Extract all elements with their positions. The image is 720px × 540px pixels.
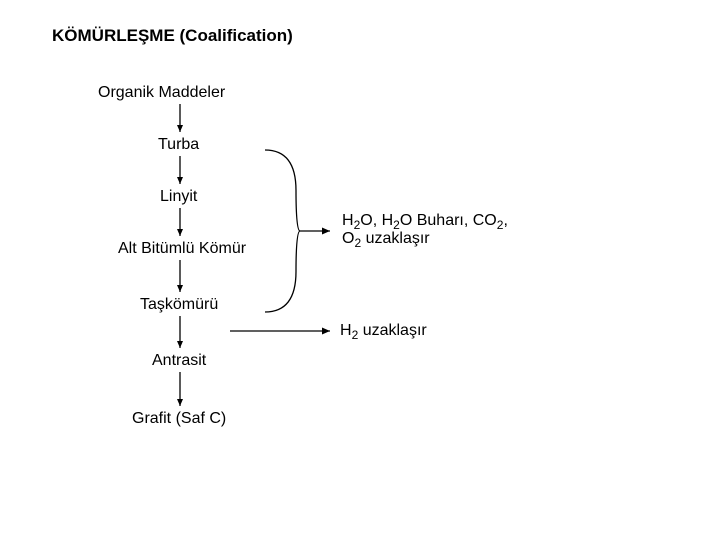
node-turba: Turba xyxy=(158,136,199,154)
arrows-overlay xyxy=(0,0,720,540)
diagram-stage: KÖMÜRLEŞME (Coalification) Organik Madde… xyxy=(0,0,720,540)
node-linyit: Linyit xyxy=(160,188,197,206)
node-antrasit: Antrasit xyxy=(152,352,206,370)
diagram-title: KÖMÜRLEŞME (Coalification) xyxy=(52,26,293,46)
node-altbit: Alt Bitümlü Kömür xyxy=(118,240,246,258)
node-grafit: Grafit (Saf C) xyxy=(132,410,226,428)
annotation-h2: H2 uzaklaşır xyxy=(340,322,427,340)
node-organik: Organik Maddeler xyxy=(98,84,225,102)
annotation-volatiles: H2O, H2O Buharı, CO2,O2 uzaklaşır xyxy=(342,212,508,248)
node-taskomuru: Taşkömürü xyxy=(140,296,218,314)
